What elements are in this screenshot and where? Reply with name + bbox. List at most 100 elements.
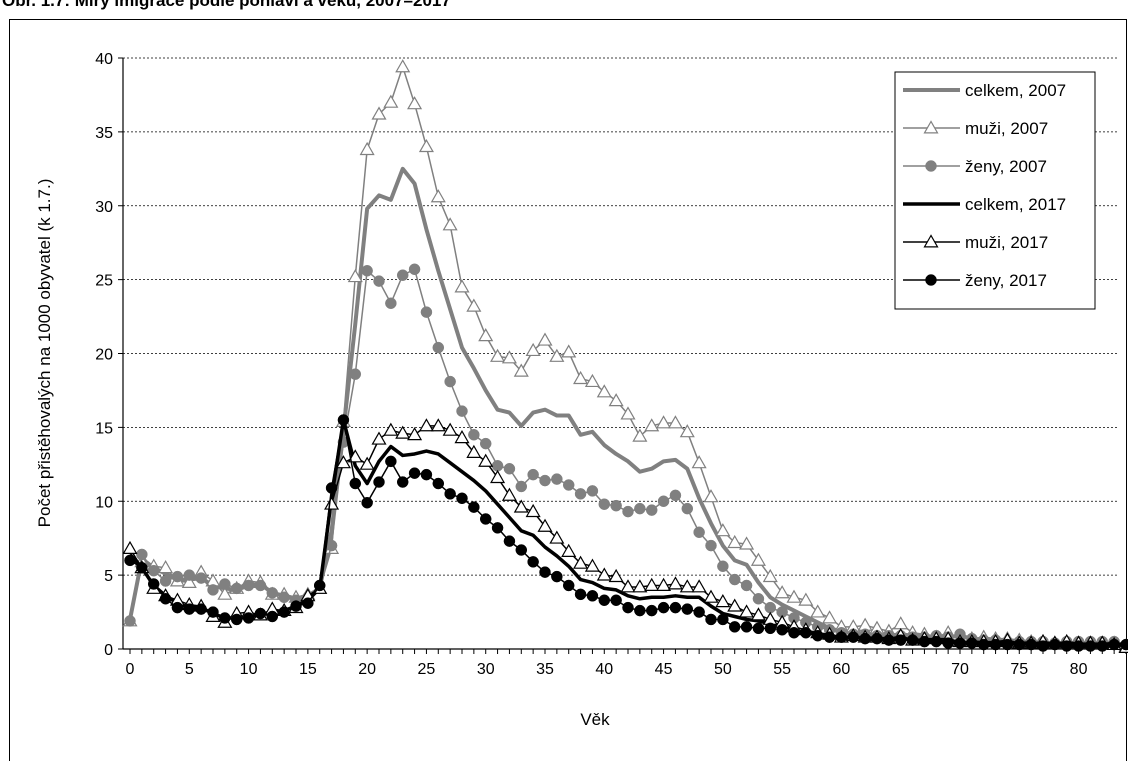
data-point [324, 496, 340, 510]
data-point [645, 504, 658, 516]
data-point [561, 543, 577, 557]
data-point [385, 297, 397, 310]
data-point [1096, 640, 1109, 652]
data-point [513, 499, 529, 513]
data-point [454, 430, 470, 444]
data-point [349, 477, 362, 490]
data-point [501, 487, 517, 501]
data-point [254, 579, 267, 592]
y-tick-label: 10 [95, 494, 113, 511]
x-tick-label: 40 [595, 661, 613, 678]
data-point [525, 503, 541, 518]
data-point [762, 568, 778, 583]
data-point [242, 612, 255, 624]
data-point [786, 589, 802, 603]
data-point [195, 603, 207, 615]
data-point [515, 480, 528, 493]
data-point [219, 612, 231, 624]
data-point [705, 539, 717, 552]
data-point [728, 573, 741, 586]
data-point [752, 622, 765, 635]
data-point [479, 513, 492, 525]
data-point [717, 560, 729, 573]
data-point [551, 473, 563, 485]
legend-item: ženy, 2007 [903, 157, 1047, 176]
data-point [1084, 640, 1097, 652]
data-point [254, 607, 267, 620]
legend-label: ženy, 2017 [965, 271, 1047, 290]
data-point [883, 634, 895, 646]
data-point [207, 584, 219, 596]
data-point [764, 601, 777, 614]
x-tick-label: 10 [240, 661, 258, 678]
data-point [147, 564, 160, 577]
data-point [539, 566, 551, 578]
data-point [800, 626, 812, 639]
y-tick-label: 40 [95, 51, 113, 68]
data-point [395, 425, 411, 439]
data-point [347, 268, 363, 283]
data-point [491, 460, 504, 472]
data-point [774, 585, 790, 599]
data-point [347, 449, 363, 463]
data-point [551, 570, 563, 583]
data-point [691, 455, 707, 469]
x-tick-label: 35 [536, 661, 554, 678]
data-point [124, 615, 136, 627]
data-point [266, 610, 279, 623]
data-point [479, 437, 492, 450]
data-point [501, 350, 517, 364]
data-point [361, 265, 373, 277]
data-point [573, 555, 589, 569]
data-point [989, 638, 1002, 651]
data-point [313, 579, 326, 592]
data-point [764, 622, 777, 635]
data-point [503, 535, 516, 547]
data-point [656, 577, 672, 591]
data-point [385, 455, 397, 468]
data-point [644, 577, 660, 591]
data-point [810, 604, 826, 618]
data-point [835, 631, 848, 643]
x-axis-label: Věk [580, 710, 610, 729]
data-point [171, 601, 184, 614]
data-point [598, 498, 611, 510]
data-point [454, 279, 470, 293]
data-point [371, 106, 387, 120]
legend-marker [925, 160, 937, 172]
data-point [679, 424, 695, 438]
legend-marker [925, 274, 937, 286]
x-tick-label: 25 [418, 661, 436, 678]
data-point [669, 489, 682, 502]
legend-marker [923, 234, 939, 248]
data-point [727, 598, 743, 612]
legend-box [894, 71, 1096, 310]
x-tick-label: 75 [1010, 661, 1028, 678]
data-point [871, 632, 883, 645]
legend-item: muži, 2017 [903, 233, 1048, 252]
data-point [371, 431, 387, 445]
data-point [596, 567, 612, 581]
data-point [278, 591, 290, 604]
data-point [325, 539, 338, 552]
data-point [1072, 640, 1085, 652]
data-point [242, 579, 255, 592]
x-tick-label: 65 [892, 661, 910, 678]
data-point [823, 631, 836, 643]
data-point [383, 94, 399, 108]
data-point [586, 590, 599, 602]
legend-label: celkem, 2017 [965, 195, 1066, 214]
data-point [727, 534, 743, 549]
data-point [893, 616, 909, 630]
data-point [681, 603, 694, 615]
data-point [750, 607, 766, 621]
x-tick-label: 5 [185, 661, 194, 678]
data-point [159, 575, 172, 587]
x-tick-label: 45 [655, 661, 673, 678]
data-point [513, 363, 529, 377]
legend: celkem, 2007 muži, 2007 ženy, 2007 celkem, … [894, 71, 1096, 310]
data-point [408, 467, 421, 479]
data-point [407, 427, 423, 441]
data-point [515, 544, 528, 556]
legend-label: ženy, 2007 [965, 157, 1047, 176]
